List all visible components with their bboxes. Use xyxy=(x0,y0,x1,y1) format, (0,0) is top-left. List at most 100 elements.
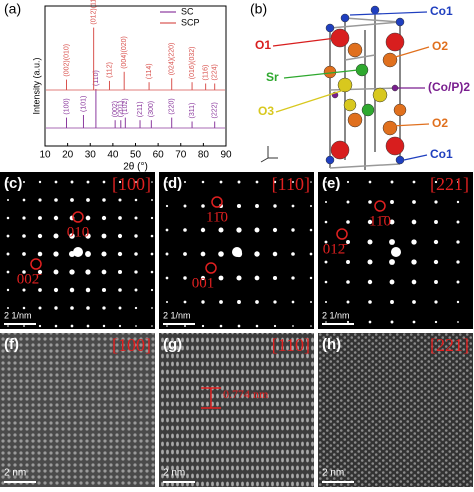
atom-label: Co1 xyxy=(430,4,453,18)
diffraction-spot xyxy=(272,251,278,257)
diffraction-spot xyxy=(434,280,438,284)
diffraction-spot xyxy=(151,325,153,327)
diffraction-spot xyxy=(433,259,439,265)
peak-label: (012)(110) xyxy=(90,0,97,25)
diffraction-spot xyxy=(346,260,350,264)
spot-index: 001 xyxy=(192,275,215,291)
diffraction-spot xyxy=(236,203,242,209)
diffraction-spot xyxy=(102,180,106,184)
diffraction-spot xyxy=(151,199,153,201)
diffraction-spot xyxy=(6,234,10,238)
diffraction-spot xyxy=(219,300,223,304)
diffraction-spot xyxy=(346,280,350,284)
atom-label: Co1 xyxy=(430,147,453,161)
atom xyxy=(343,98,357,112)
panel-label: (g) xyxy=(163,336,182,353)
diffraction-spot xyxy=(86,324,90,328)
diffraction-spot xyxy=(102,324,106,328)
diffraction-spot xyxy=(165,204,169,208)
spot-index: 11̄0 xyxy=(369,213,391,229)
diffraction-spot xyxy=(165,228,169,232)
axes-icon xyxy=(260,146,278,163)
panel-label: (d) xyxy=(163,175,182,192)
peak-label: (004)(020) xyxy=(121,36,128,69)
diffraction-spot xyxy=(38,288,42,292)
atom xyxy=(382,120,398,136)
diffraction-spot xyxy=(53,287,59,293)
diffraction-spot xyxy=(183,204,187,208)
diffraction-spot xyxy=(390,200,394,204)
peak-label: (201) xyxy=(118,101,125,117)
diffraction-spot xyxy=(183,252,187,256)
diffraction-spot xyxy=(368,200,372,204)
peak-label: (224) xyxy=(212,64,219,80)
hrtem-image xyxy=(0,333,155,487)
diffraction-spot xyxy=(457,181,459,183)
diffraction-spot xyxy=(134,288,138,292)
diffraction-spot xyxy=(434,180,438,184)
central-beam xyxy=(232,247,242,257)
diffraction-spot xyxy=(134,198,138,202)
diffraction-spot xyxy=(150,270,154,274)
x-tick-label: 50 xyxy=(130,150,142,161)
diffraction-spot xyxy=(255,180,259,184)
diffraction-spot xyxy=(292,181,294,183)
diffraction-spot xyxy=(412,200,416,204)
diffraction-spot xyxy=(292,325,294,327)
diffraction-spot xyxy=(165,300,169,304)
scale-bar-label: 2 1/nm xyxy=(4,310,32,320)
diffraction-spot xyxy=(237,324,241,328)
diffraction-spot xyxy=(37,233,43,239)
panel-label: (e) xyxy=(322,175,340,192)
legend-label: SC xyxy=(181,6,194,16)
diffraction-spot xyxy=(6,270,10,274)
peak-label: (220) xyxy=(169,98,176,114)
diffraction-spot xyxy=(325,181,327,183)
atom xyxy=(393,103,407,117)
scale-bar-label: 2 1/nm xyxy=(163,310,191,320)
diffraction-spot xyxy=(201,324,205,328)
diffraction-spot xyxy=(411,219,417,225)
diffraction-spot xyxy=(150,252,154,256)
spacing-marker xyxy=(201,387,221,409)
diffraction-spot xyxy=(456,260,460,264)
x-tick-label: 70 xyxy=(175,150,187,161)
diffraction-spot xyxy=(273,180,277,184)
zone-axis: [100] xyxy=(112,335,151,355)
diffraction-spot xyxy=(254,275,260,281)
atom-label: O1 xyxy=(255,38,271,52)
diffraction-spot xyxy=(22,306,26,310)
diffraction-spot xyxy=(236,275,242,281)
pointer xyxy=(283,69,359,79)
panel-label: (f) xyxy=(4,336,19,353)
diffraction-spot xyxy=(85,233,91,239)
diffraction-spot xyxy=(22,198,26,202)
diffraction-spot xyxy=(255,204,259,208)
diffraction-spot xyxy=(368,300,372,304)
atom xyxy=(325,23,335,33)
atom xyxy=(347,42,363,58)
spot-marker xyxy=(211,196,223,208)
diffraction-spot xyxy=(134,234,138,238)
diffraction-spot xyxy=(273,204,277,208)
diffraction-spot xyxy=(22,270,26,274)
diffraction-spot xyxy=(412,300,416,304)
diffraction-spot xyxy=(291,252,295,256)
diffraction-spot xyxy=(368,320,372,324)
diffraction-spot xyxy=(22,252,26,256)
atom-label: O2 xyxy=(432,39,448,53)
diffraction-spot xyxy=(135,325,137,327)
diffraction-spot xyxy=(411,259,417,265)
diffraction-spot xyxy=(118,306,122,310)
diffraction-spot xyxy=(54,306,58,310)
diffraction-spot xyxy=(6,288,10,292)
diffraction-spot xyxy=(325,321,327,323)
diffraction-spot xyxy=(309,204,313,208)
diffraction-spot xyxy=(6,252,10,256)
diffraction-spot xyxy=(151,181,153,183)
diffraction-spot xyxy=(456,300,460,304)
diffraction-spot xyxy=(367,239,373,245)
diffraction-spot xyxy=(236,227,242,233)
peak-label: (211) xyxy=(137,101,144,117)
scale-bar-label: 2 nm xyxy=(4,468,26,479)
